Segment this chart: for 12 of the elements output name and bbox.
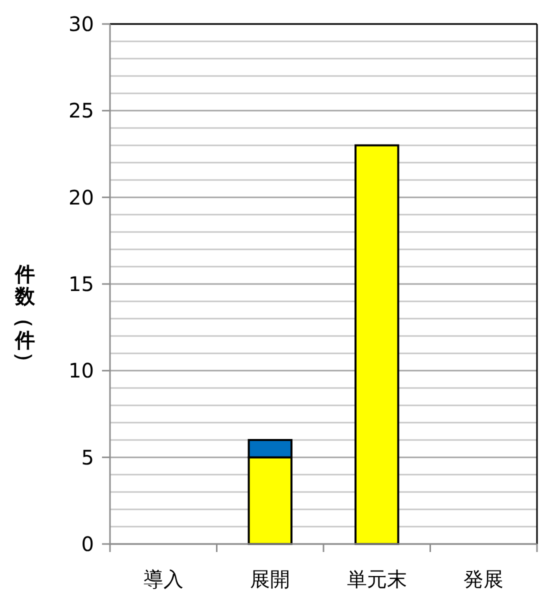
y-tick-label: 15 [68, 272, 94, 296]
y-tick-label: 20 [68, 185, 94, 210]
x-tick-label: 展開 [250, 567, 290, 591]
y-tick-label: 25 [68, 98, 94, 123]
x-tick-label: 導入 [143, 567, 184, 591]
y-tick-label: 0 [81, 532, 94, 556]
x-tick-label: 発展 [464, 567, 504, 591]
x-tick-label: 単元末 [346, 567, 407, 591]
y-tick-label: 5 [81, 445, 94, 470]
y-tick-label: 30 [68, 12, 94, 36]
y-axis-title: 件数（件） [13, 262, 37, 372]
y-tick-label: 10 [68, 358, 94, 383]
